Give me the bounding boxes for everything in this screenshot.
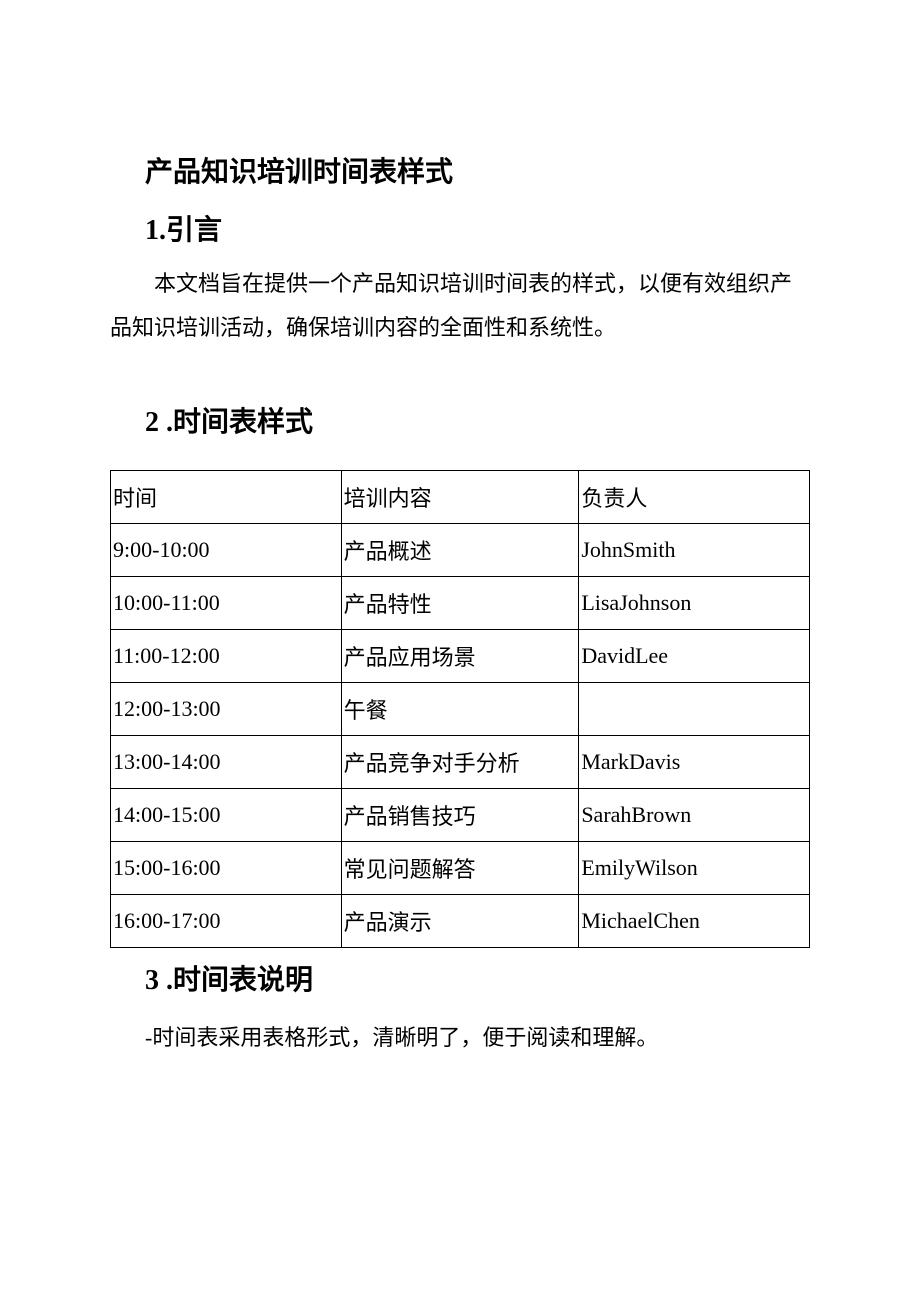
table-row: 16:00-17:00 产品演示 MichaelChen <box>111 895 810 948</box>
table-cell-owner <box>579 683 810 736</box>
table-cell-content: 午餐 <box>341 683 579 736</box>
table-row: 10:00-11:00 产品特性 LisaJohnson <box>111 577 810 630</box>
table-cell-owner: MarkDavis <box>579 736 810 789</box>
table-header-row: 时间 培训内容 负责人 <box>111 471 810 524</box>
table-cell-content: 产品概述 <box>341 524 579 577</box>
table-row: 13:00-14:00 产品竞争对手分析 MarkDavis <box>111 736 810 789</box>
table-cell-owner: SarahBrown <box>579 789 810 842</box>
table-cell-owner: DavidLee <box>579 630 810 683</box>
section-1-heading: 1.引言 <box>145 208 810 248</box>
table-cell-content: 常见问题解答 <box>341 842 579 895</box>
schedule-table: 时间 培训内容 负责人 9:00-10:00 产品概述 JohnSmith 10… <box>110 470 810 948</box>
table-cell-owner: EmilyWilson <box>579 842 810 895</box>
table-row: 9:00-10:00 产品概述 JohnSmith <box>111 524 810 577</box>
table-cell-time: 14:00-15:00 <box>111 789 342 842</box>
table-cell-time: 9:00-10:00 <box>111 524 342 577</box>
table-cell-owner: JohnSmith <box>579 524 810 577</box>
table-row: 14:00-15:00 产品销售技巧 SarahBrown <box>111 789 810 842</box>
table-cell-time: 10:00-11:00 <box>111 577 342 630</box>
table-cell-content: 产品销售技巧 <box>341 789 579 842</box>
table-cell-content: 产品竞争对手分析 <box>341 736 579 789</box>
table-cell-time: 12:00-13:00 <box>111 683 342 736</box>
section-2-heading: 2 .时间表样式 <box>145 400 810 440</box>
table-cell-content: 产品应用场景 <box>341 630 579 683</box>
table-cell-time: 13:00-14:00 <box>111 736 342 789</box>
table-cell-time: 11:00-12:00 <box>111 630 342 683</box>
table-header-cell: 时间 <box>111 471 342 524</box>
table-cell-owner: MichaelChen <box>579 895 810 948</box>
table-cell-owner: LisaJohnson <box>579 577 810 630</box>
section-3-heading: 3 .时间表说明 <box>145 958 810 998</box>
table-row: 12:00-13:00 午餐 <box>111 683 810 736</box>
table-cell-time: 15:00-16:00 <box>111 842 342 895</box>
table-row: 11:00-12:00 产品应用场景 DavidLee <box>111 630 810 683</box>
table-row: 15:00-16:00 常见问题解答 EmilyWilson <box>111 842 810 895</box>
table-cell-content: 产品特性 <box>341 577 579 630</box>
section-1-body: 本文档旨在提供一个产品知识培训时间表的样式，以便有效组织产品知识培训活动，确保培… <box>110 262 810 350</box>
table-header-cell: 培训内容 <box>341 471 579 524</box>
table-header-cell: 负责人 <box>579 471 810 524</box>
section-3-body: -时间表采用表格形式，清晰明了，便于阅读和理解。 <box>145 1016 810 1060</box>
table-cell-time: 16:00-17:00 <box>111 895 342 948</box>
document-title: 产品知识培训时间表样式 <box>145 150 810 190</box>
table-cell-content: 产品演示 <box>341 895 579 948</box>
